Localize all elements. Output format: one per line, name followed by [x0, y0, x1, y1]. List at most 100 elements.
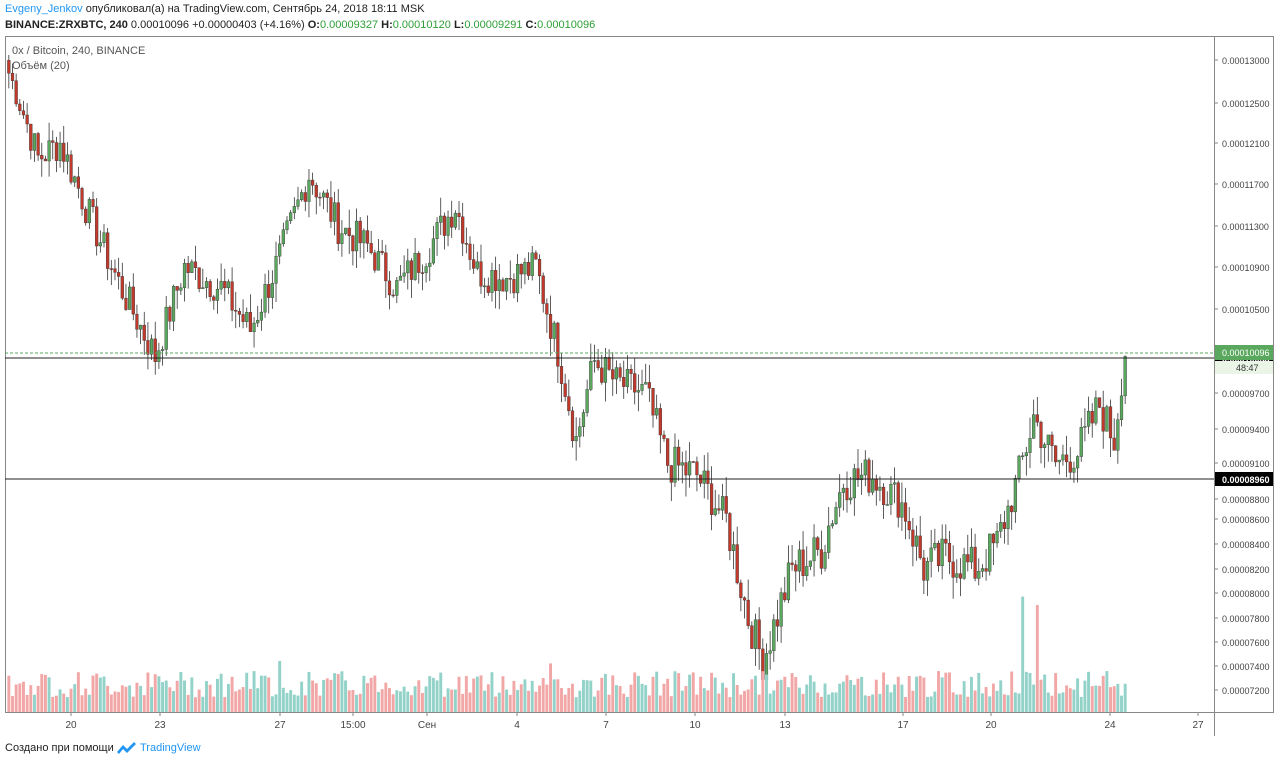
volume-bar	[91, 675, 95, 712]
chart-header: Evgeny_Jenkov опубликовал(а) на TradingV…	[0, 0, 1280, 36]
volume-bar	[717, 693, 721, 712]
volume-bar	[695, 694, 699, 712]
y-tick-label: 0.00009400	[1222, 425, 1270, 435]
volume-bar	[589, 680, 593, 712]
chart-area[interactable]: 0.00013000 0.00012500 0.00012100 0.00011700…	[5, 36, 1274, 736]
candle-body	[237, 311, 242, 315]
candle-body	[1097, 397, 1102, 408]
volume-bar	[51, 696, 55, 712]
y-tick-label: 0.00007200	[1222, 686, 1270, 696]
volume-bar	[1068, 688, 1072, 712]
volume-bar	[289, 690, 293, 712]
volume-bar	[325, 678, 329, 712]
candle-body	[208, 281, 212, 297]
author-link[interactable]: Evgeny_Jenkov	[5, 3, 83, 15]
volume-bar	[172, 691, 175, 712]
volume-bar	[673, 671, 677, 712]
candle-body	[497, 279, 501, 291]
candle-body	[1021, 455, 1025, 458]
volume-bar	[336, 674, 340, 712]
candle-body	[596, 360, 600, 369]
candle-body	[530, 252, 534, 276]
volume-bar	[1010, 671, 1014, 712]
volume-bar	[1054, 673, 1058, 712]
candle-body	[592, 360, 597, 362]
volume-bar	[270, 696, 274, 712]
candle-body	[259, 311, 263, 321]
candle-body	[625, 369, 629, 387]
candle-body	[1068, 461, 1072, 473]
candle-body	[567, 396, 571, 412]
volume-bar	[402, 686, 406, 712]
candle-body	[402, 272, 406, 277]
candle-body	[655, 408, 659, 416]
volume-bar	[267, 677, 271, 712]
candle-body	[845, 487, 849, 501]
volume-bar	[636, 675, 640, 712]
candle-body	[318, 196, 322, 199]
candle-body	[98, 242, 102, 247]
candle-body	[1065, 454, 1069, 463]
volume-bar	[933, 691, 937, 712]
candle-body	[713, 508, 717, 515]
volume-bar	[453, 689, 457, 712]
volume-bar	[146, 672, 150, 712]
footer-brand-link[interactable]: TradingView	[140, 742, 201, 754]
volume-bar	[929, 696, 933, 712]
volume-bar	[234, 691, 238, 712]
volume-bar	[120, 685, 124, 712]
candle-body	[314, 185, 318, 198]
candle-body	[1072, 467, 1076, 473]
volume-bar	[344, 680, 348, 712]
volume-bar	[797, 687, 801, 712]
legend-volume: Объём (20)	[12, 60, 70, 72]
candle-body	[841, 487, 845, 493]
candle-body	[570, 410, 575, 442]
candlestick-chart[interactable]: 0.00013000 0.00012500 0.00012100 0.00011700…	[5, 36, 1274, 736]
candle-body	[1090, 410, 1094, 424]
volume-bar	[333, 673, 337, 712]
candle-body	[10, 72, 15, 81]
volume-bar	[980, 693, 984, 712]
volume-bar	[801, 693, 805, 712]
candle-body	[523, 262, 527, 275]
volume-bar	[153, 674, 157, 712]
candle-body	[146, 340, 150, 355]
volume-bar	[1123, 683, 1127, 712]
tradingview-logo-icon[interactable]	[115, 739, 137, 760]
candle-body	[391, 294, 395, 297]
candle-body	[270, 283, 274, 298]
volume-bar	[761, 671, 765, 712]
candle-body	[1035, 414, 1039, 423]
candle-body	[1116, 419, 1120, 451]
candle-body	[168, 306, 172, 322]
x-tick-label: 15:00	[340, 720, 365, 731]
candle-body	[977, 570, 981, 579]
candle-body	[695, 461, 699, 476]
volume-bar	[969, 676, 973, 712]
candle-body	[245, 312, 249, 322]
candle-body	[816, 537, 820, 550]
volume-bar	[186, 694, 190, 712]
volume-bar	[574, 697, 578, 712]
volume-bar	[351, 689, 355, 712]
candle-body	[494, 270, 498, 291]
candle-body	[424, 266, 428, 274]
legend-title: 0x / Bitcoin, 240, BINANCE	[12, 45, 146, 57]
volume-bar	[409, 695, 413, 712]
candle-body	[387, 280, 392, 296]
volume-bar	[47, 677, 51, 712]
candle-body	[892, 482, 897, 485]
candle-body	[735, 544, 739, 584]
candle-body	[706, 470, 710, 484]
candle-body	[248, 312, 252, 333]
volume-bar	[852, 684, 856, 712]
volume-bar	[98, 677, 102, 712]
volume-bar	[18, 683, 22, 712]
volume-bar	[252, 671, 256, 712]
volume-bar	[625, 696, 629, 712]
volume-bar	[73, 684, 77, 712]
candle-body	[362, 230, 366, 244]
volume-bar	[292, 694, 296, 712]
candle-body	[139, 324, 143, 330]
